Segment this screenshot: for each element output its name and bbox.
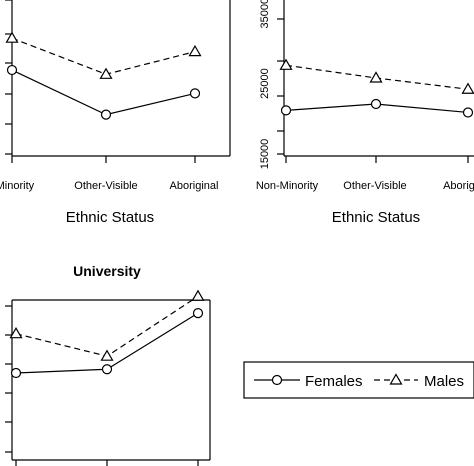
legend-box — [243, 361, 474, 399]
data-point-males — [100, 349, 114, 361]
data-point-males — [188, 44, 202, 57]
panel-top-right: Ethnic Status 15000 25000 35000 Non-Minorit… — [256, 0, 474, 226]
series-line-males — [11, 37, 196, 75]
data-point-females — [100, 109, 112, 120]
y-tick-label: 35000 — [259, 0, 271, 28]
x-tick-label: Non-Minority — [256, 180, 319, 192]
data-point-males — [9, 327, 23, 339]
y-tick-label: 15000 — [259, 139, 271, 170]
legend-label-males: Males — [424, 373, 464, 390]
panel-top-left: Ethnic Status n-Minority Other-Visible Abo… — [0, 0, 231, 226]
data-point-males — [369, 71, 383, 83]
series-line-females — [15, 312, 199, 374]
panel-bottom-left: University — [5, 263, 211, 466]
x-tick-label: Other-Visible — [343, 180, 406, 192]
data-point-females — [189, 88, 201, 99]
x-tick-label: Aboriginal — [170, 180, 219, 192]
data-point-males — [5, 31, 19, 43]
data-point-females — [10, 367, 22, 379]
data-point-males — [461, 82, 474, 94]
x-tick-label: n-Minority — [0, 180, 35, 192]
panel-title: University — [73, 263, 141, 279]
data-point-males — [191, 289, 205, 301]
legend-label-females: Females — [305, 373, 363, 390]
triangle-marker-icon — [389, 373, 403, 385]
x-tick-label: Other-Visible — [74, 180, 137, 192]
data-point-males — [99, 67, 113, 79]
series-line-males — [15, 295, 199, 357]
data-point-females — [370, 98, 382, 110]
data-point-females — [280, 105, 292, 116]
x-tick-label: Aborig — [443, 180, 474, 192]
data-point-females — [101, 364, 113, 375]
y-tick-label: 25000 — [259, 68, 271, 99]
data-point-females — [6, 64, 18, 76]
data-point-males — [279, 58, 293, 70]
legend: Females Males — [243, 361, 474, 399]
x-axis-title: Ethnic Status — [66, 209, 154, 226]
data-point-females — [192, 308, 204, 319]
circle-marker-icon — [271, 374, 283, 386]
data-point-females — [462, 107, 474, 118]
x-axis-title: Ethnic Status — [332, 209, 420, 226]
